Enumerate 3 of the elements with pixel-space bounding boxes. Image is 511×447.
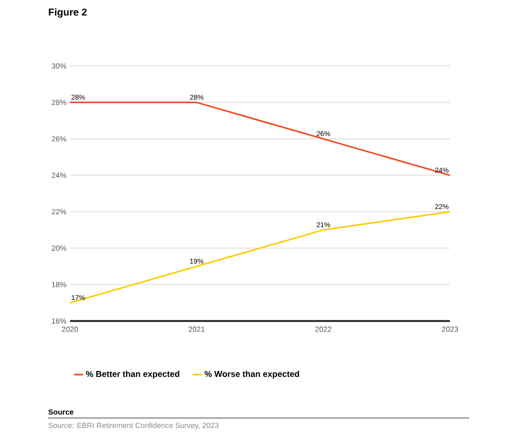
chart-title: Figure 2 [48,8,87,18]
legend-label: % Worse than expected [204,370,300,379]
legend-label: % Better than expected [86,370,180,379]
